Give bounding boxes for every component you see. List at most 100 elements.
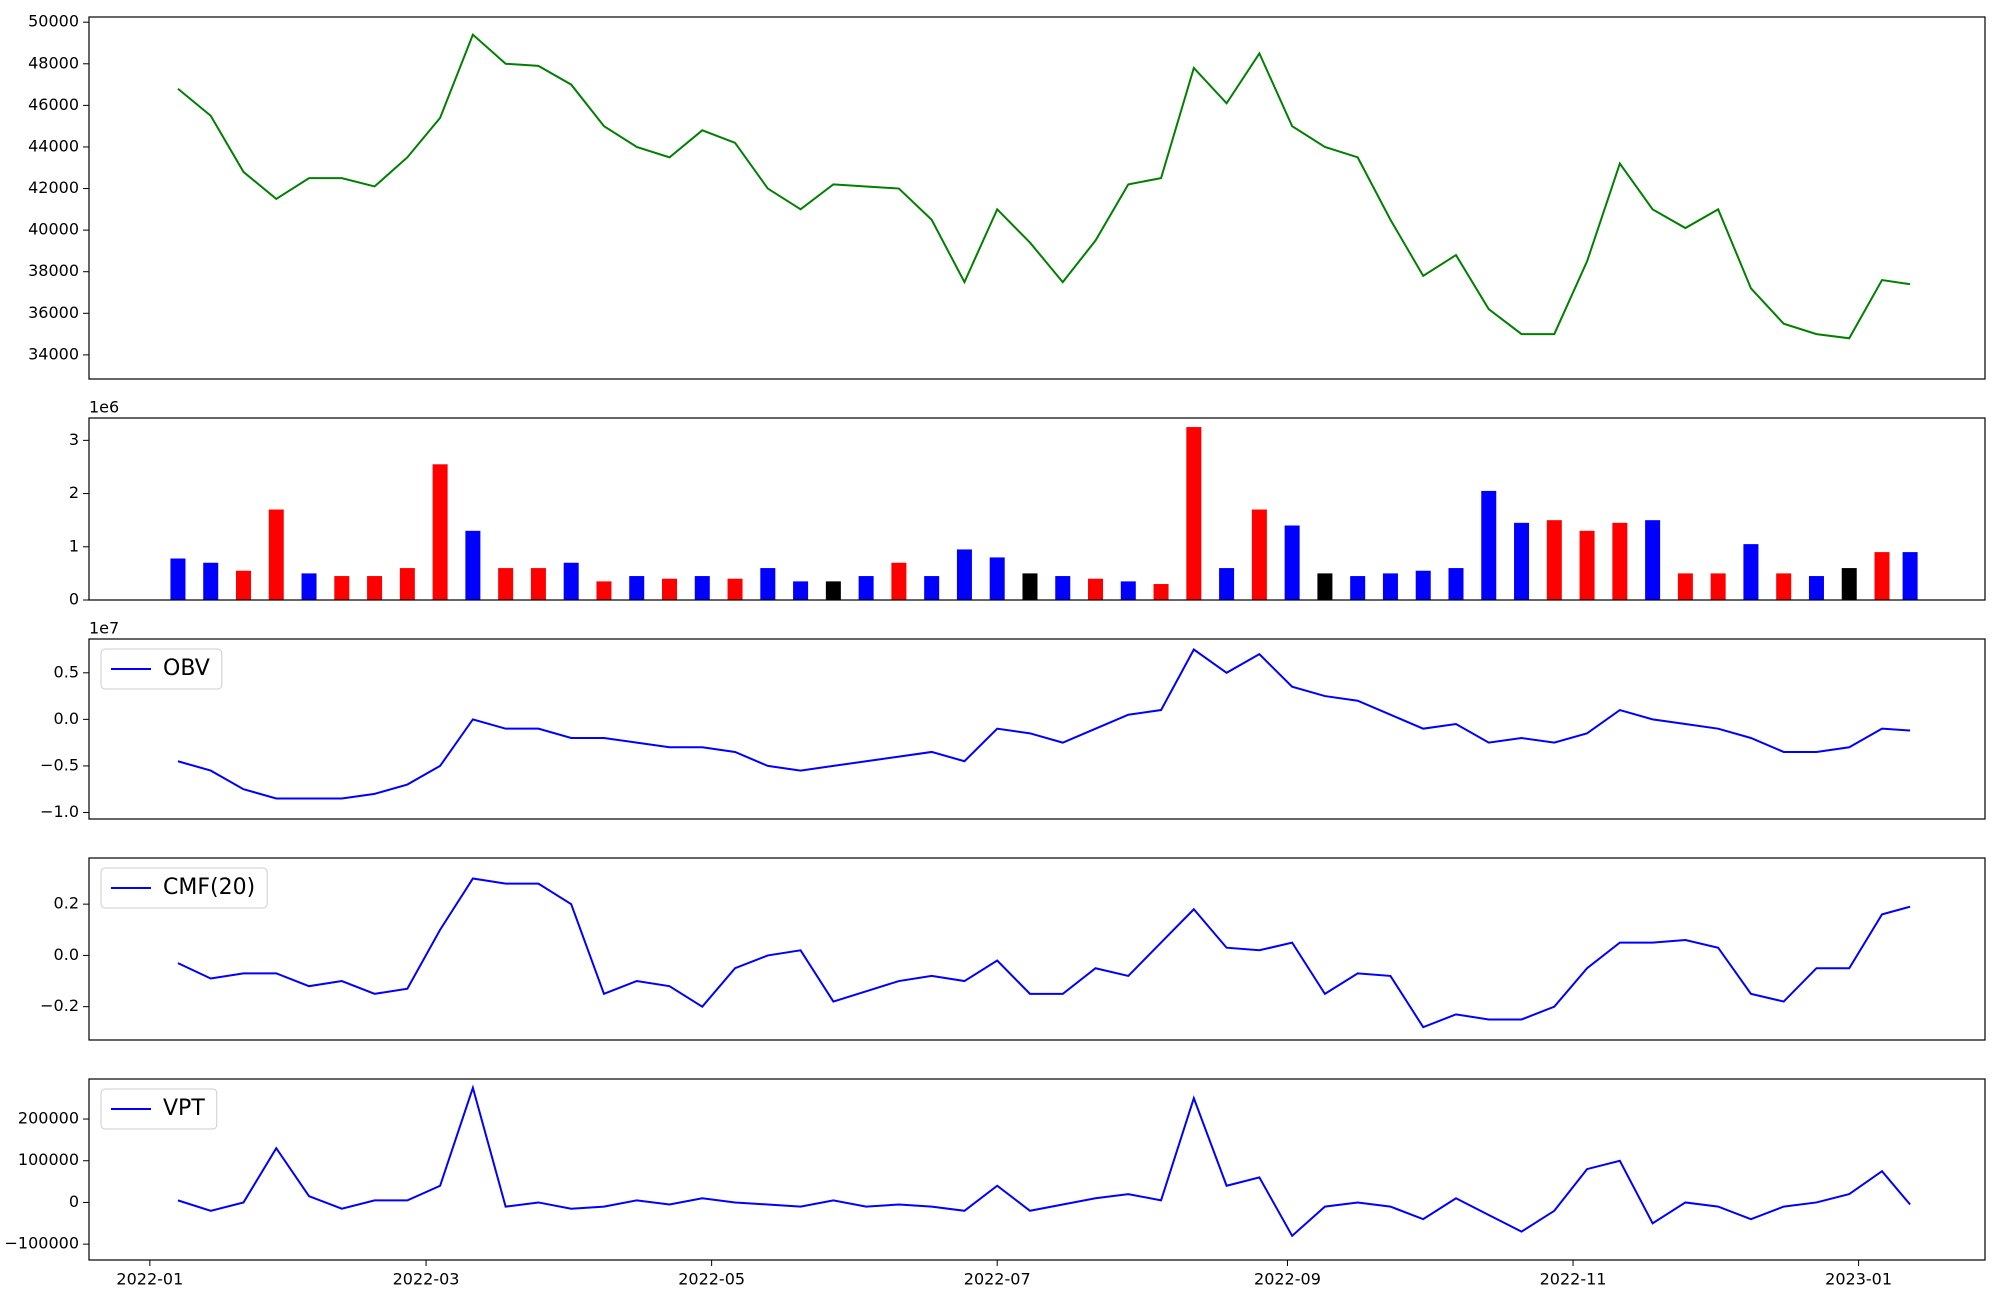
bar xyxy=(1808,576,1824,600)
legend-label: OBV xyxy=(163,656,210,681)
bar xyxy=(465,530,481,600)
x-tick-label: 2022-03 xyxy=(393,1270,460,1289)
line xyxy=(177,1084,1911,1238)
y-tick-label: −100000 xyxy=(5,1234,79,1253)
bar xyxy=(1088,578,1104,600)
offset-label: 1e6 xyxy=(89,398,119,417)
bar xyxy=(1415,570,1431,600)
bar xyxy=(367,576,383,600)
bar xyxy=(203,562,219,600)
legend-box xyxy=(100,648,223,690)
plot-frame xyxy=(88,16,1986,380)
x-tick-label: 2022-07 xyxy=(964,1270,1031,1289)
bar xyxy=(268,509,284,600)
bar xyxy=(1350,576,1366,600)
bar xyxy=(858,576,874,600)
bar xyxy=(891,562,907,600)
x-tick-label: 2022-01 xyxy=(116,1270,183,1289)
y-tick-label: 0.2 xyxy=(54,894,79,913)
bar xyxy=(170,558,186,600)
bar xyxy=(1874,552,1890,600)
bar xyxy=(399,568,415,600)
y-tick-label: −0.5 xyxy=(40,755,79,774)
line xyxy=(177,877,1911,1029)
y-tick-label: 36000 xyxy=(28,303,79,322)
bar xyxy=(1902,552,1918,600)
bar xyxy=(1743,544,1759,600)
bar xyxy=(1710,573,1726,600)
bar xyxy=(235,570,251,600)
line xyxy=(177,648,1911,800)
legend-label: VPT xyxy=(163,1096,205,1121)
plot-frame xyxy=(88,417,1986,601)
bar xyxy=(924,576,940,600)
y-tick-label: 200000 xyxy=(18,1109,79,1128)
y-tick-label: 34000 xyxy=(28,344,79,363)
bar xyxy=(1153,584,1169,600)
bar xyxy=(1546,520,1562,600)
bar xyxy=(1677,573,1693,600)
y-tick-label: 0 xyxy=(69,590,79,609)
bar xyxy=(1514,522,1530,600)
y-tick-label: 40000 xyxy=(28,220,79,239)
offset-label: 1e7 xyxy=(89,619,119,638)
legend-box xyxy=(100,1088,218,1130)
bar xyxy=(1612,522,1628,600)
bar xyxy=(498,568,514,600)
bar xyxy=(1251,509,1267,600)
plot-frame xyxy=(88,857,1986,1041)
y-tick-label: 1 xyxy=(69,536,79,555)
bar xyxy=(1448,568,1464,600)
legend-label: CMF(20) xyxy=(163,875,255,900)
bar xyxy=(1481,490,1497,600)
bar xyxy=(530,568,546,600)
y-tick-label: 46000 xyxy=(28,95,79,114)
y-tick-label: 48000 xyxy=(28,53,79,72)
plot-frame xyxy=(88,1078,1986,1261)
bar xyxy=(956,549,972,600)
y-tick-label: 0 xyxy=(69,1192,79,1211)
bar xyxy=(432,464,448,600)
y-tick-label: 44000 xyxy=(28,136,79,155)
bar xyxy=(727,578,743,600)
y-tick-label: −1.0 xyxy=(40,802,79,821)
y-tick-label: 2 xyxy=(69,483,79,502)
bar xyxy=(1841,568,1857,600)
bar xyxy=(760,568,776,600)
x-tick-label: 2023-01 xyxy=(1825,1270,1892,1289)
bar xyxy=(596,581,612,600)
y-tick-label: 0.5 xyxy=(54,662,79,681)
bar xyxy=(1055,576,1071,600)
y-tick-label: 42000 xyxy=(28,178,79,197)
x-tick-label: 2022-09 xyxy=(1254,1270,1321,1289)
y-tick-label: 3 xyxy=(69,430,79,449)
y-tick-label: 0.0 xyxy=(54,945,79,964)
bar xyxy=(1219,568,1235,600)
bar xyxy=(1120,581,1136,600)
bar xyxy=(825,581,841,600)
bar xyxy=(694,576,710,600)
bar xyxy=(1022,573,1038,600)
bar xyxy=(793,581,809,600)
y-tick-label: 38000 xyxy=(28,261,79,280)
bar xyxy=(301,573,317,600)
bar xyxy=(1284,525,1300,600)
y-tick-label: 100000 xyxy=(18,1150,79,1169)
x-tick-label: 2022-11 xyxy=(1540,1270,1607,1289)
bar xyxy=(662,578,678,600)
bar xyxy=(1382,573,1398,600)
bar xyxy=(1776,573,1792,600)
plot-frame xyxy=(88,638,1986,820)
line xyxy=(177,32,1911,340)
bar xyxy=(563,562,579,600)
y-tick-label: 50000 xyxy=(28,12,79,31)
y-tick-label: −0.2 xyxy=(40,996,79,1015)
bar xyxy=(1186,427,1202,600)
legend-box xyxy=(100,867,268,909)
x-tick-label: 2022-05 xyxy=(678,1270,745,1289)
bar xyxy=(1645,520,1661,600)
bar xyxy=(629,576,645,600)
bar xyxy=(334,576,350,600)
